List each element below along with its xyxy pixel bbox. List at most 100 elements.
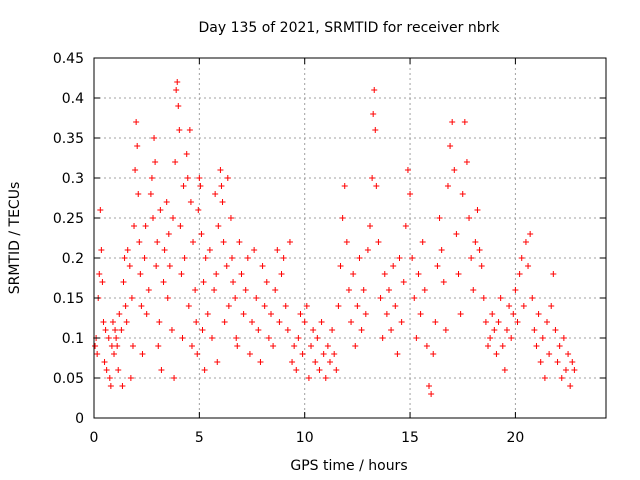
data-point: [491, 327, 498, 333]
data-point: [497, 295, 504, 301]
data-points: [92, 79, 578, 397]
data-point: [112, 327, 119, 333]
data-point: [161, 247, 168, 253]
data-point: [280, 255, 287, 261]
data-point: [373, 183, 380, 189]
data-point: [202, 255, 209, 261]
data-point: [113, 335, 120, 341]
data-point: [220, 239, 227, 245]
data-point: [314, 335, 321, 341]
data-point: [318, 319, 325, 325]
data-point: [219, 199, 226, 205]
data-point: [407, 191, 414, 197]
data-point: [214, 359, 221, 365]
data-point: [468, 255, 475, 261]
data-point: [149, 215, 156, 221]
data-point: [350, 271, 357, 277]
data-point: [556, 343, 563, 349]
data-point: [537, 359, 544, 365]
data-point: [423, 343, 430, 349]
data-point: [164, 295, 171, 301]
data-point: [440, 279, 447, 285]
data-point: [97, 207, 104, 213]
data-point: [218, 183, 225, 189]
x-tick-label: 10: [296, 430, 314, 446]
data-point: [459, 191, 466, 197]
data-point: [201, 367, 208, 373]
data-point: [94, 351, 101, 357]
data-point: [183, 151, 190, 157]
data-point: [541, 375, 548, 381]
y-tick-label: 0: [75, 411, 84, 427]
data-point: [487, 335, 494, 341]
data-point: [548, 303, 555, 309]
data-point: [337, 263, 344, 269]
data-point: [409, 255, 416, 261]
data-point: [96, 271, 103, 277]
data-point: [143, 311, 150, 317]
data-point: [444, 183, 451, 189]
data-point: [234, 343, 241, 349]
data-point: [293, 367, 300, 373]
data-point: [217, 167, 224, 173]
data-point: [157, 207, 164, 213]
data-point: [253, 295, 260, 301]
grid-lines: [94, 58, 606, 418]
data-point: [345, 287, 352, 293]
data-point: [276, 319, 283, 325]
data-point: [180, 183, 187, 189]
data-point: [135, 191, 142, 197]
data-point: [267, 311, 274, 317]
data-point: [145, 287, 152, 293]
data-point: [472, 239, 479, 245]
data-point: [331, 351, 338, 357]
data-point: [364, 247, 371, 253]
data-point: [192, 287, 199, 293]
data-point: [148, 175, 155, 181]
data-point: [305, 375, 312, 381]
data-point: [434, 263, 441, 269]
data-point: [367, 223, 374, 229]
data-point: [388, 327, 395, 333]
data-point: [371, 87, 378, 93]
data-point: [316, 367, 323, 373]
data-point: [165, 231, 172, 237]
y-tick-label: 0.3: [62, 171, 84, 187]
axis-ticks: [93, 57, 606, 419]
data-point: [565, 351, 572, 357]
data-point: [166, 263, 173, 269]
data-point: [489, 311, 496, 317]
data-point: [142, 223, 149, 229]
data-point: [442, 327, 449, 333]
data-point: [375, 239, 382, 245]
data-point: [411, 295, 418, 301]
data-point: [326, 359, 333, 365]
data-point: [103, 367, 110, 373]
data-point: [449, 119, 456, 125]
data-point: [329, 327, 336, 333]
data-point: [396, 255, 403, 261]
data-point: [369, 175, 376, 181]
data-point: [499, 343, 506, 349]
data-point: [506, 303, 513, 309]
x-axis-label: GPS time / hours: [290, 458, 407, 474]
y-tick-label: 0.4: [62, 91, 84, 107]
data-point: [438, 247, 445, 253]
data-point: [510, 311, 517, 317]
data-point: [552, 327, 559, 333]
data-point: [114, 343, 121, 349]
data-point: [100, 319, 107, 325]
data-point: [282, 303, 289, 309]
data-point: [480, 295, 487, 301]
y-tick-label: 0.2: [62, 251, 84, 267]
data-point: [170, 215, 177, 221]
data-point: [177, 223, 184, 229]
data-point: [284, 327, 291, 333]
data-point: [278, 271, 285, 277]
data-point: [175, 103, 182, 109]
data-point: [184, 175, 191, 181]
data-point: [105, 335, 112, 341]
y-tick-label: 0.15: [53, 291, 84, 307]
data-point: [152, 159, 159, 165]
